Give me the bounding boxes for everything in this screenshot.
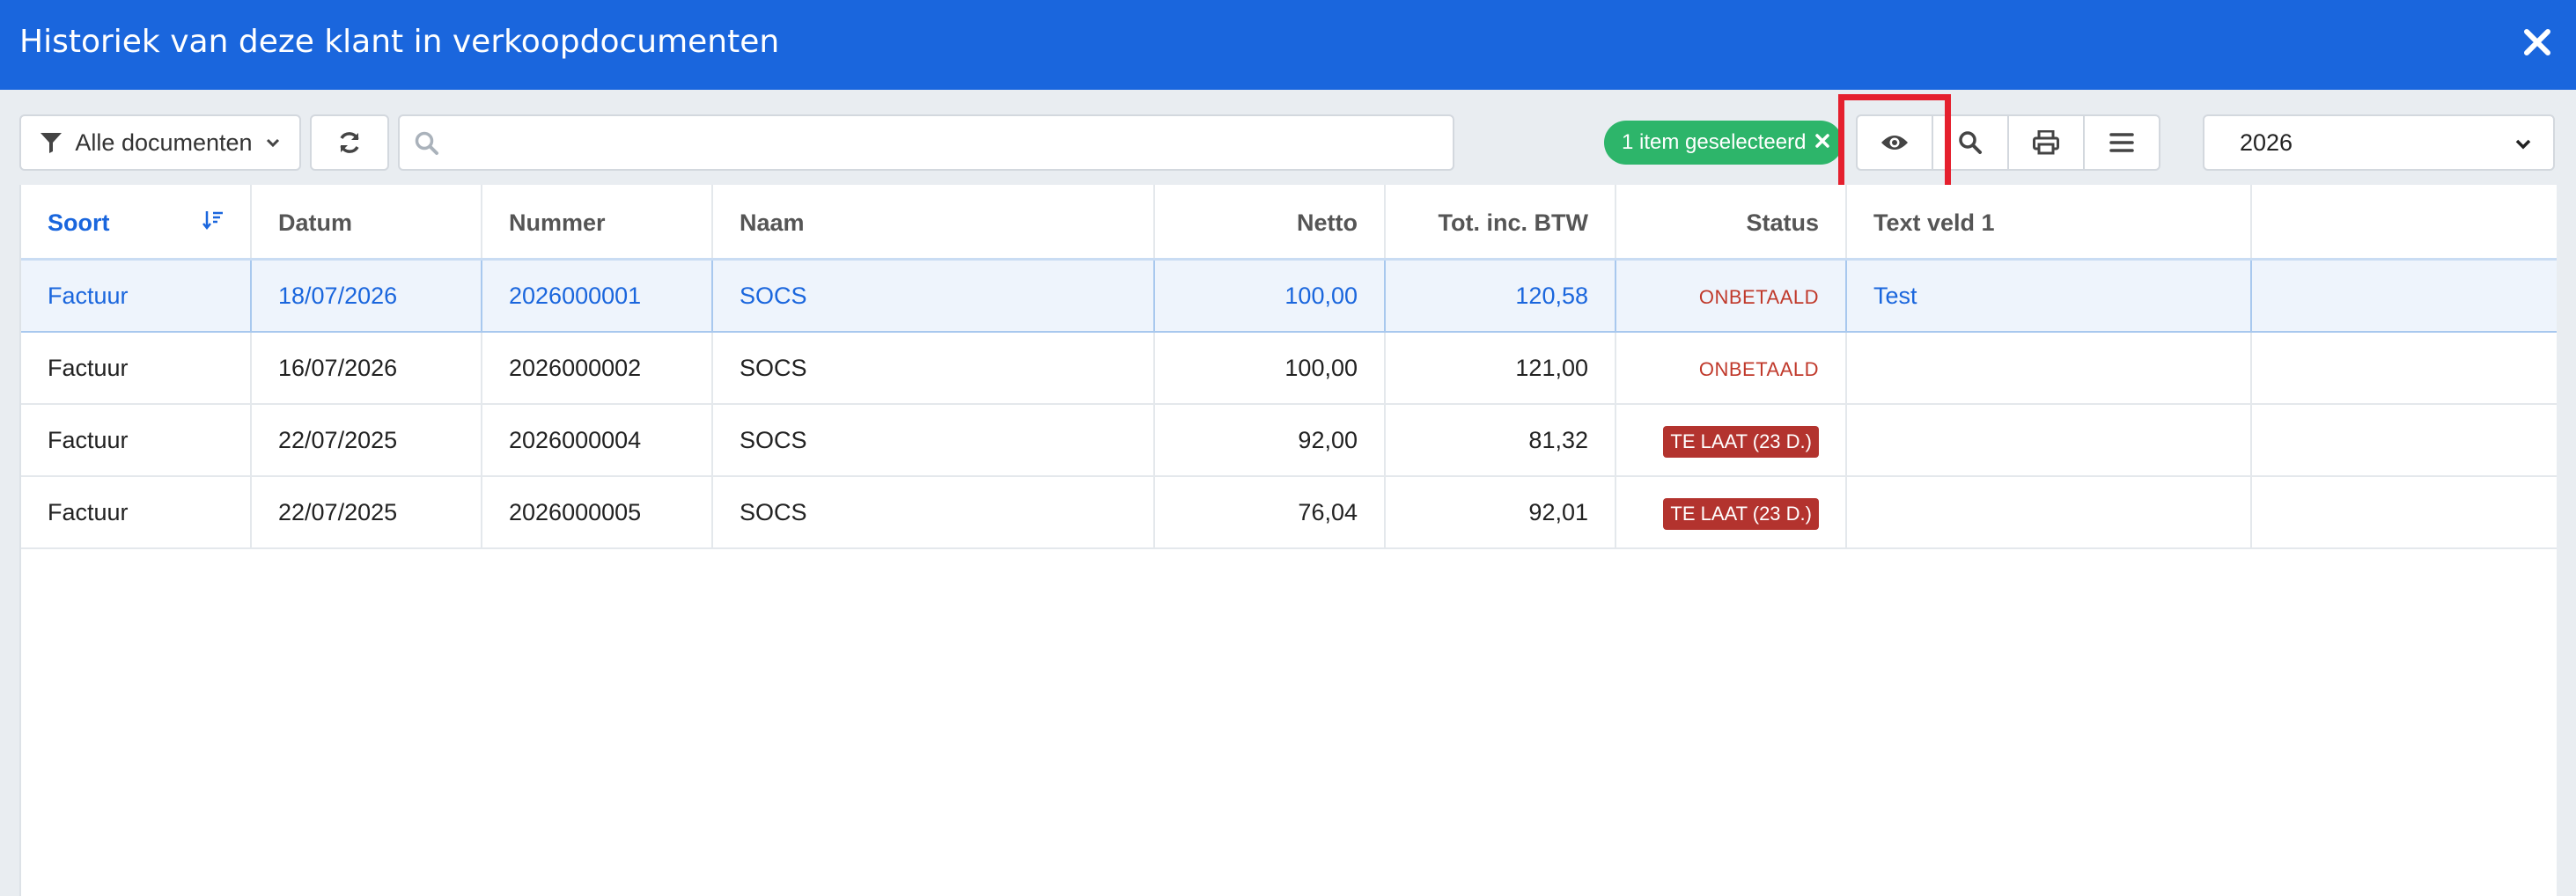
cell-netto: 92,00 bbox=[1155, 405, 1386, 475]
cell-soort: Factuur bbox=[21, 333, 252, 403]
cell-datum: 18/07/2026 bbox=[252, 261, 482, 331]
cell-status: ONBETAALD bbox=[1616, 261, 1847, 331]
search-button[interactable] bbox=[1932, 114, 2009, 171]
table-row[interactable]: Factuur 22/07/2025 2026000005 SOCS 76,04… bbox=[21, 477, 2557, 549]
dialog-header: Historiek van deze klant in verkoopdocum… bbox=[0, 0, 2576, 90]
status-text: ONBETAALD bbox=[1698, 358, 1819, 380]
cell-tot: 92,01 bbox=[1386, 477, 1616, 547]
print-icon bbox=[2033, 130, 2059, 155]
cell-datum: 22/07/2025 bbox=[252, 477, 482, 547]
filter-dropdown-button[interactable]: Alle documenten bbox=[19, 114, 301, 171]
cell-nummer: 2026000004 bbox=[482, 405, 713, 475]
refresh-button[interactable] bbox=[310, 114, 389, 171]
cell-status: ONBETAALD bbox=[1616, 333, 1847, 403]
cell-tot: 121,00 bbox=[1386, 333, 1616, 403]
column-header-soort[interactable]: Soort bbox=[21, 185, 252, 258]
filter-icon bbox=[40, 133, 63, 153]
cell-naam: SOCS bbox=[713, 477, 1155, 547]
cell-status: TE LAAT (23 D.) bbox=[1616, 477, 1847, 547]
column-header-tot[interactable]: Tot. inc. BTW bbox=[1386, 185, 1616, 258]
print-button[interactable] bbox=[2007, 114, 2085, 171]
table-header: Soort Datum Nummer Naam Netto Tot. inc. … bbox=[21, 185, 2557, 261]
selection-badge-label: 1 item geselecteerd bbox=[1622, 130, 1807, 154]
cell-datum: 22/07/2025 bbox=[252, 405, 482, 475]
cell-naam: SOCS bbox=[713, 405, 1155, 475]
refresh-icon bbox=[340, 132, 359, 153]
search-field[interactable] bbox=[398, 114, 1454, 171]
chevron-down-icon bbox=[2515, 139, 2531, 150]
cell-naam: SOCS bbox=[713, 333, 1155, 403]
table-row[interactable]: Factuur 16/07/2026 2026000002 SOCS 100,0… bbox=[21, 333, 2557, 405]
column-header-text-veld-1[interactable]: Text veld 1 bbox=[1847, 185, 2252, 258]
cell-extra bbox=[2252, 261, 2557, 331]
cell-datum: 16/07/2026 bbox=[252, 333, 482, 403]
status-text: ONBETAALD bbox=[1698, 286, 1819, 308]
search-input[interactable] bbox=[453, 123, 1442, 164]
cell-nummer: 2026000005 bbox=[482, 477, 713, 547]
cell-text-veld-1: Test bbox=[1847, 261, 2252, 331]
column-header-status[interactable]: Status bbox=[1616, 185, 1847, 258]
year-select[interactable]: 2026 bbox=[2203, 114, 2555, 171]
cell-status: TE LAAT (23 D.) bbox=[1616, 405, 1847, 475]
table-row[interactable]: Factuur 22/07/2025 2026000004 SOCS 92,00… bbox=[21, 405, 2557, 477]
cell-naam: SOCS bbox=[713, 261, 1155, 331]
cell-soort: Factuur bbox=[21, 405, 252, 475]
clear-selection-icon[interactable] bbox=[1814, 130, 1830, 155]
status-badge: TE LAAT (23 D.) bbox=[1663, 497, 1819, 530]
cell-text-veld-1 bbox=[1847, 333, 2252, 403]
column-header-datum[interactable]: Datum bbox=[252, 185, 482, 258]
close-icon[interactable] bbox=[2520, 25, 2555, 60]
view-button[interactable] bbox=[1856, 114, 1933, 171]
cell-soort: Factuur bbox=[21, 261, 252, 331]
cell-extra bbox=[2252, 477, 2557, 547]
cell-netto: 100,00 bbox=[1155, 333, 1386, 403]
cell-nummer: 2026000001 bbox=[482, 261, 713, 331]
year-value: 2026 bbox=[2240, 129, 2293, 156]
status-badge: TE LAAT (23 D.) bbox=[1663, 425, 1819, 458]
cell-netto: 76,04 bbox=[1155, 477, 1386, 547]
filter-label: Alle documenten bbox=[75, 129, 253, 156]
column-header-extra bbox=[2252, 185, 2557, 258]
cell-extra bbox=[2252, 405, 2557, 475]
chevron-down-icon bbox=[266, 138, 279, 148]
search-icon bbox=[1959, 131, 1982, 154]
dialog-title: Historiek van deze klant in verkoopdocum… bbox=[19, 24, 780, 60]
cell-nummer: 2026000002 bbox=[482, 333, 713, 403]
search-icon bbox=[415, 131, 438, 155]
table-row[interactable]: Factuur 18/07/2026 2026000001 SOCS 100,0… bbox=[21, 261, 2557, 333]
sort-icon bbox=[202, 211, 223, 231]
documents-table: Soort Datum Nummer Naam Netto Tot. inc. … bbox=[19, 185, 2557, 896]
column-header-naam[interactable]: Naam bbox=[713, 185, 1155, 258]
column-header-nummer[interactable]: Nummer bbox=[482, 185, 713, 258]
column-header-netto[interactable]: Netto bbox=[1155, 185, 1386, 258]
eye-icon bbox=[1881, 136, 1908, 150]
cell-text-veld-1 bbox=[1847, 477, 2252, 547]
column-header-label: Soort bbox=[48, 209, 110, 236]
cell-text-veld-1 bbox=[1847, 405, 2252, 475]
cell-soort: Factuur bbox=[21, 477, 252, 547]
cell-tot: 81,32 bbox=[1386, 405, 1616, 475]
menu-button[interactable] bbox=[2083, 114, 2160, 171]
cell-extra bbox=[2252, 333, 2557, 403]
cell-netto: 100,00 bbox=[1155, 261, 1386, 331]
selection-badge: 1 item geselecteerd bbox=[1604, 121, 1844, 165]
menu-icon bbox=[2109, 133, 2134, 152]
cell-tot: 120,58 bbox=[1386, 261, 1616, 331]
